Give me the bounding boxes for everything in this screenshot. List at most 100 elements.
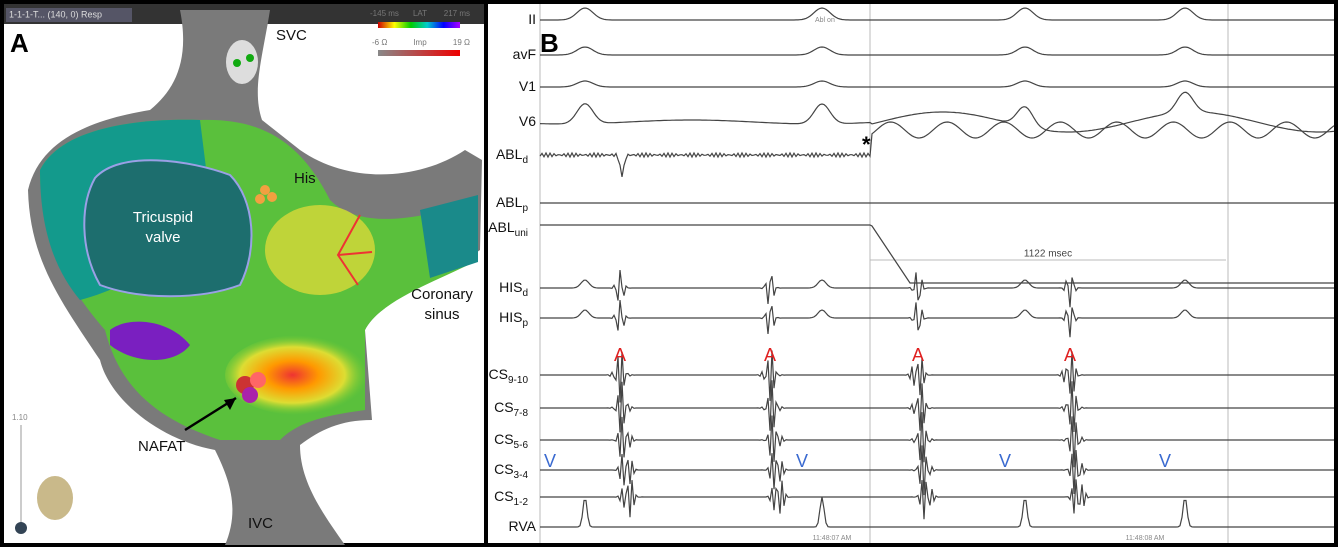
channel-sub: d: [522, 288, 528, 299]
imp-max: 19 Ω: [453, 38, 470, 47]
svc-patch: [226, 40, 258, 84]
catheter-icon: [336, 214, 373, 286]
channel-name: CS: [494, 399, 513, 415]
imp-min: -6 Ω: [372, 38, 387, 47]
channel-label: CS5-6: [494, 431, 528, 451]
channel-name: HIS: [499, 279, 522, 295]
atrial-mark: A: [764, 345, 776, 365]
lat-max: 217 ms: [444, 9, 470, 18]
orientation-heart: [37, 476, 73, 520]
ablation-tag: [242, 387, 258, 403]
channel-sub: p: [522, 318, 528, 329]
channel-sub: uni: [515, 228, 528, 239]
svc-tag: [246, 54, 254, 62]
svc-tag: [233, 59, 241, 67]
channel-sub: 5-6: [514, 440, 529, 451]
trace: [540, 270, 1334, 308]
imp-name: Imp: [413, 38, 427, 47]
channel-label: RVA: [509, 518, 537, 534]
panel-b: 1122 msec Abl on * 11:48:07 AM 11:48:08 …: [488, 4, 1335, 543]
channel-label: CS9-10: [489, 366, 529, 386]
channel-name: CS: [489, 366, 508, 382]
header: 1-1-1-T... (140, 0) Resp: [9, 9, 102, 19]
svc-label: SVC: [276, 27, 307, 44]
atrial-mark: A: [1064, 345, 1076, 365]
trace: [540, 46, 1334, 56]
channel-name: ABL: [496, 194, 523, 210]
timestamp: 11:48:08 AM: [1126, 535, 1165, 542]
ivc-label: IVC: [248, 515, 273, 532]
channel-name: ABL: [488, 219, 515, 235]
panel-letter: A: [10, 28, 29, 58]
nafat-arrowhead: [224, 398, 236, 410]
his-tag: [255, 194, 265, 204]
abl-on-label: Abl on: [815, 17, 835, 24]
channel-label: V6: [519, 113, 536, 129]
trace: [540, 412, 1334, 468]
lat-cs-teal: [420, 195, 478, 278]
scale-value: 1.10: [12, 413, 28, 422]
imp-bar: [378, 50, 460, 56]
lat-min: -145 ms: [370, 9, 399, 18]
channel-sub: 3-4: [514, 470, 529, 481]
channel-sub: p: [522, 203, 528, 214]
view-button: [15, 522, 27, 534]
tricuspid-valve: [83, 159, 253, 298]
channel-sub: 9-10: [508, 375, 528, 386]
channel-name: avF: [513, 46, 536, 62]
cs-label: Coronary: [411, 286, 473, 303]
header-box: [6, 8, 132, 22]
his-tag: [267, 192, 277, 202]
his-label: His: [294, 170, 316, 187]
lat-bar: [378, 22, 460, 28]
channel-name: RVA: [509, 518, 537, 534]
channel-label: HISp: [499, 309, 528, 329]
lat-name: LAT: [413, 9, 427, 18]
channel-name: ABL: [496, 146, 523, 162]
channel-sub: 1-2: [514, 497, 529, 508]
channel-label: V1: [519, 78, 536, 94]
lat-yellow: [265, 205, 375, 295]
channel-name: V1: [519, 78, 536, 94]
asterisk: *: [862, 132, 871, 157]
channel-label: CS1-2: [494, 488, 528, 508]
nafat-label: NAFAT: [138, 438, 185, 455]
channel-sub: 7-8: [514, 408, 529, 419]
channel-label: CS3-4: [494, 461, 528, 481]
channel-label: II: [528, 11, 536, 27]
tricuspid-label: Tricuspid: [133, 209, 193, 226]
trace: [540, 380, 1334, 433]
channel-name: HIS: [499, 309, 522, 325]
timestamp: 11:48:07 AM: [813, 535, 852, 542]
channel-name: II: [528, 11, 536, 27]
channel-name: CS: [494, 431, 513, 447]
trace: [540, 300, 1334, 338]
ablation-tag: [250, 372, 266, 388]
trace: [540, 350, 1334, 403]
channel-name: V6: [519, 113, 536, 129]
ventricular-mark: V: [1159, 451, 1171, 471]
panel-letter: B: [540, 28, 559, 58]
ventricular-mark: V: [796, 451, 808, 471]
channel-sub: d: [522, 155, 528, 166]
trace: [540, 80, 1334, 88]
channel-label: ABLp: [496, 194, 528, 214]
channel-label: ABLd: [496, 146, 528, 166]
ventricular-mark: V: [544, 451, 556, 471]
channel-name: CS: [494, 488, 513, 504]
channel-label: HISd: [499, 279, 528, 299]
channel-label: ABLuni: [488, 219, 528, 239]
atrial-mark: A: [614, 345, 626, 365]
cs-label: sinus: [424, 306, 459, 323]
trace: [540, 496, 1334, 528]
atrial-mark: A: [912, 345, 924, 365]
his-tag: [260, 185, 270, 195]
trace: [540, 224, 1334, 284]
ventricular-mark: V: [999, 451, 1011, 471]
channel-name: CS: [494, 461, 513, 477]
trace: [539, 91, 1335, 133]
lat-red: [225, 335, 375, 415]
trace: [540, 445, 1334, 496]
panel-b-bg: [488, 4, 1334, 543]
trace: [539, 121, 1335, 178]
